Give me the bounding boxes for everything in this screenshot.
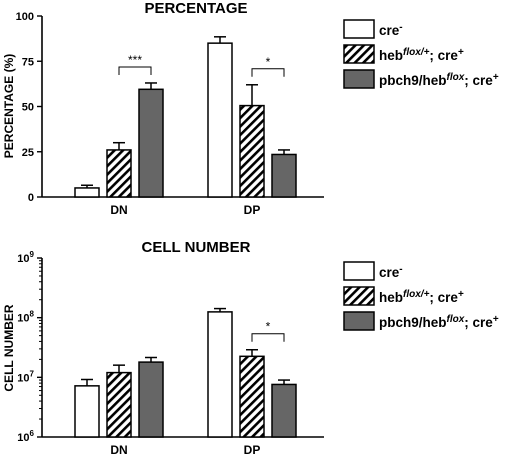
- legend-genotype: flox/+: [403, 289, 430, 300]
- legend-swatch: [343, 69, 375, 89]
- y-tick-label: 25: [22, 147, 34, 159]
- legend-suffix: ; cre: [429, 290, 458, 305]
- legend-suffix: ; cre: [464, 73, 493, 88]
- bar: [138, 361, 164, 438]
- significance-bracket: [251, 333, 285, 342]
- x-category-label: DN: [110, 203, 127, 217]
- legend-suffix: ; cre: [464, 315, 493, 330]
- legend-superscript: +: [458, 47, 464, 58]
- legend-superscript: -: [399, 264, 402, 275]
- y-tick-label: 107: [17, 369, 34, 384]
- legend-genotype: flox: [447, 314, 465, 325]
- percentage-panel: PERCENTAGE PERCENTAGE (%) 0 25 50 75 100 DN DP…: [2, 0, 499, 217]
- y-tick-label: 108: [17, 310, 34, 325]
- significance-markers: *: [251, 320, 285, 342]
- bar: [74, 385, 100, 438]
- y-axis-label: PERCENTAGE (%): [2, 54, 16, 158]
- legend-swatch: [343, 261, 375, 281]
- bar: [74, 187, 100, 198]
- bars: [74, 307, 297, 438]
- bar: [239, 104, 265, 198]
- legend-swatch: [343, 44, 375, 64]
- bar: [138, 88, 164, 198]
- significance-bracket: [118, 66, 152, 75]
- y-tick-label: 50: [22, 102, 34, 114]
- legend-label: cre-: [379, 264, 403, 280]
- legend-label: pbch9/hebflox; cre+: [379, 314, 499, 330]
- significance-bracket: [251, 68, 285, 77]
- chart-title: PERCENTAGE: [144, 0, 247, 17]
- y-tick-label: 100: [16, 11, 34, 23]
- legend-superscript: +: [493, 314, 499, 325]
- y-tick-label: 106: [17, 429, 34, 444]
- tick-base: 10: [17, 432, 29, 444]
- tick-exponent: 8: [30, 310, 35, 319]
- bars: [74, 36, 297, 198]
- legend-genotype: flox/+: [403, 47, 430, 58]
- chart-title: CELL NUMBER: [142, 239, 251, 256]
- y-tick-label: 109: [17, 250, 34, 265]
- significance-label: *: [266, 320, 271, 334]
- legend-label: pbch9/hebflox; cre+: [379, 72, 499, 88]
- legend-swatch: [343, 286, 375, 306]
- x-category-label: DN: [110, 443, 127, 457]
- legend-name: cre: [379, 23, 400, 38]
- x-category-label: DP: [244, 203, 261, 217]
- legend-suffix: ; cre: [429, 48, 458, 63]
- legend-swatch: [343, 311, 375, 331]
- bar: [106, 149, 132, 198]
- tick-base: 10: [17, 253, 29, 265]
- tick-exponent: 7: [30, 369, 35, 378]
- legend-name: pbch9/heb: [379, 315, 447, 330]
- legend-name: heb: [379, 290, 403, 305]
- significance-label: *: [266, 55, 271, 69]
- bar: [207, 311, 233, 438]
- y-tick-label: 0: [28, 192, 34, 204]
- legend-name: pbch9/heb: [379, 73, 447, 88]
- x-category-label: DP: [244, 443, 261, 457]
- tick-base: 10: [17, 313, 29, 325]
- legend-superscript: +: [493, 72, 499, 83]
- legend-name: heb: [379, 48, 403, 63]
- legend-superscript: +: [458, 289, 464, 300]
- y-tick-label: 75: [22, 56, 34, 68]
- legend: cre-hebflox/+; cre+pbch9/hebflox; cre+: [343, 261, 499, 331]
- legend-superscript: -: [399, 22, 402, 33]
- legend-label: hebflox/+; cre+: [379, 289, 464, 305]
- bar: [239, 355, 265, 438]
- significance-label: ***: [128, 53, 142, 67]
- legend-genotype: flox: [447, 72, 465, 83]
- tick-exponent: 9: [30, 250, 35, 259]
- bar: [271, 383, 297, 438]
- legend-swatch: [343, 19, 375, 39]
- legend: cre-hebflox/+; cre+pbch9/hebflox; cre+: [343, 19, 499, 89]
- bar: [106, 371, 132, 438]
- tick-exponent: 6: [30, 429, 35, 438]
- bar: [207, 42, 233, 198]
- bar: [271, 153, 297, 198]
- legend-label: cre-: [379, 22, 403, 38]
- significance-markers: *** *: [118, 53, 285, 77]
- tick-base: 10: [17, 372, 29, 384]
- legend-label: hebflox/+; cre+: [379, 47, 464, 63]
- y-axis-label: CELL NUMBER: [2, 304, 16, 391]
- legend-name: cre: [379, 265, 400, 280]
